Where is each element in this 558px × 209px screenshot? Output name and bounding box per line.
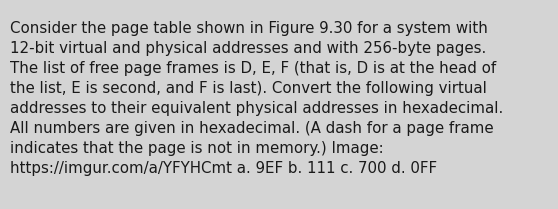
Text: Consider the page table shown in Figure 9.30 for a system with
12-bit virtual an: Consider the page table shown in Figure … <box>10 21 503 176</box>
